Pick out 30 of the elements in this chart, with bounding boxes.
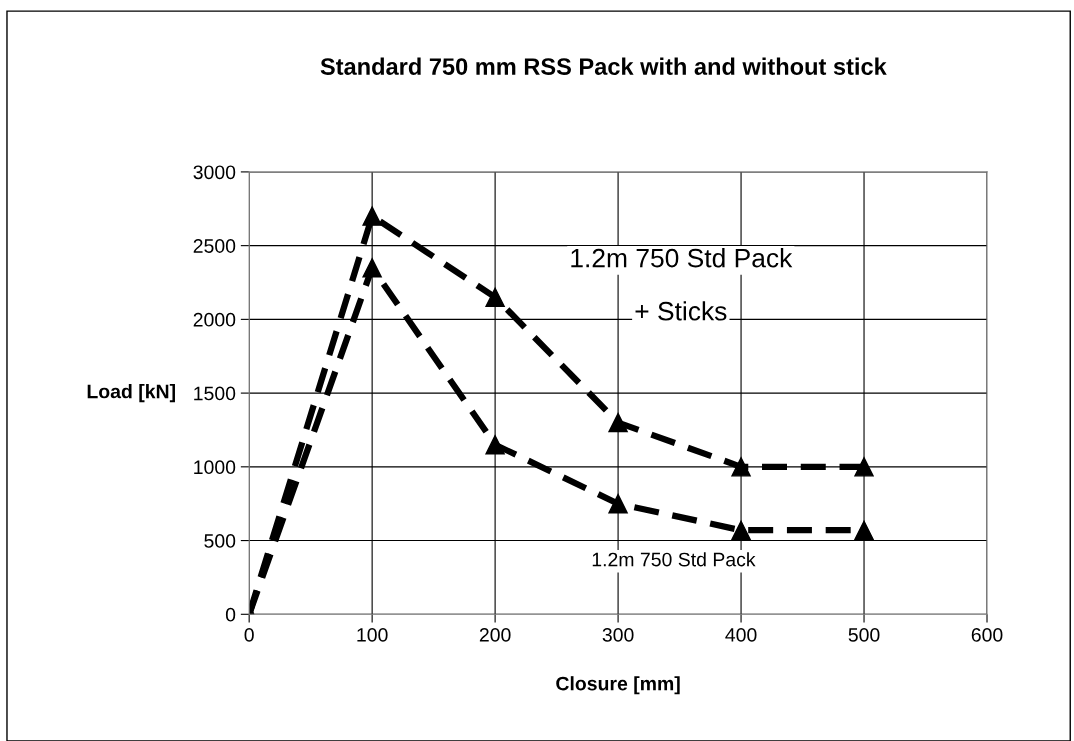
y-tick-label: 0	[225, 607, 236, 622]
y-tick-label: 3000	[193, 165, 236, 180]
y-axis-title: Load [kN]	[87, 384, 175, 403]
point	[362, 258, 382, 278]
y-tick-label: 500	[204, 534, 236, 548]
point	[731, 457, 751, 477]
y-tick-label: 2500	[193, 239, 236, 253]
point	[362, 206, 382, 226]
x-axis-title: Closure [mm]	[556, 676, 680, 695]
point	[485, 434, 505, 455]
x-tick-label: 400	[725, 628, 757, 642]
x-tick-label: 0	[244, 628, 254, 642]
point	[485, 287, 505, 307]
point	[731, 520, 751, 540]
x-tick-label: 500	[848, 628, 880, 642]
x-tick-label: 600	[971, 628, 1003, 642]
x-tick-label: 100	[357, 628, 388, 642]
annotation: + Sticks	[635, 301, 727, 321]
x-tick-label: 200	[479, 628, 511, 642]
point	[854, 520, 874, 540]
point	[608, 412, 628, 433]
point	[854, 457, 874, 477]
annotation: 1.2m 750 Std Pack	[592, 552, 756, 567]
x-tick-label: 300	[602, 628, 634, 642]
y-tick-label: 2000	[193, 312, 236, 327]
y-tick-label: 1500	[194, 386, 236, 401]
annotation: 1.2m 750 Std Pack	[571, 248, 793, 268]
chart-title: Standard 750 mm RSS Pack with and without stick	[320, 57, 887, 75]
y-tick-label: 1000	[194, 460, 236, 475]
point	[608, 493, 628, 514]
